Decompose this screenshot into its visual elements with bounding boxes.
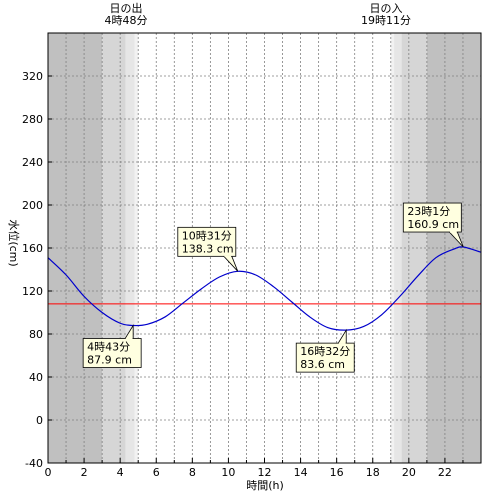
- y-tick-label: 240: [22, 156, 43, 169]
- annotation-value: 87.9 cm: [87, 354, 132, 367]
- y-tick-label: 40: [29, 371, 43, 384]
- x-tick-label: 4: [117, 466, 124, 479]
- annotation-value: 160.9 cm: [407, 218, 459, 231]
- annotation-time: 16時32分: [300, 345, 350, 358]
- y-tick-label: -40: [25, 457, 43, 470]
- tide-line-0: [47, 246, 482, 331]
- annotation-value: 83.6 cm: [300, 358, 345, 371]
- annotation-time: 23時1分: [407, 205, 450, 218]
- y-tick-label: 80: [29, 328, 43, 341]
- x-tick-label: 22: [438, 466, 452, 479]
- annotation-box: [402, 202, 462, 233]
- y-tick-label: 280: [22, 113, 43, 126]
- x-tick-label: 12: [258, 466, 272, 479]
- x-tick-label: 6: [153, 466, 160, 479]
- annotation-box: [177, 226, 237, 257]
- annotation-time: 10時31分: [182, 229, 232, 242]
- y-tick-label: 160: [22, 242, 43, 255]
- series-group: [47, 246, 482, 331]
- x-tick-label: 20: [402, 466, 416, 479]
- x-tick-label: 10: [221, 466, 235, 479]
- sunset-time: 19時11分: [361, 14, 411, 27]
- sunrise-time: 4時48分: [105, 14, 148, 27]
- x-tick-label: 16: [330, 466, 344, 479]
- x-tick-label: 8: [189, 466, 196, 479]
- x-tick-label: 14: [294, 466, 308, 479]
- y-tick-label: 320: [22, 70, 43, 83]
- x-tick-label: 18: [366, 466, 380, 479]
- y-axis-title: 水位(cm): [7, 219, 21, 266]
- annotation-box: [295, 342, 355, 373]
- x-tick-label: 2: [81, 466, 88, 479]
- annotation-box: [82, 338, 142, 368]
- annotation-value: 138.3 cm: [182, 242, 234, 255]
- y-tick-label: 120: [22, 285, 43, 298]
- tick-labels: 0 2 4 6 8 10 12 14 16 18 20 22-40040801201602002402…: [22, 70, 452, 479]
- annotation-time: 4時43分: [87, 341, 130, 354]
- sunrise-label: 日の出: [110, 1, 143, 15]
- x-axis-title: 時間(h): [246, 479, 284, 492]
- shade-band-2: [125, 33, 135, 463]
- grid-lines: [48, 33, 481, 463]
- sunset-label: 日の入: [370, 2, 403, 15]
- axes-group: [47, 32, 482, 464]
- y-tick-label: 0: [36, 414, 43, 427]
- x-tick-label: 0: [45, 466, 52, 479]
- y-tick-label: 200: [22, 199, 43, 212]
